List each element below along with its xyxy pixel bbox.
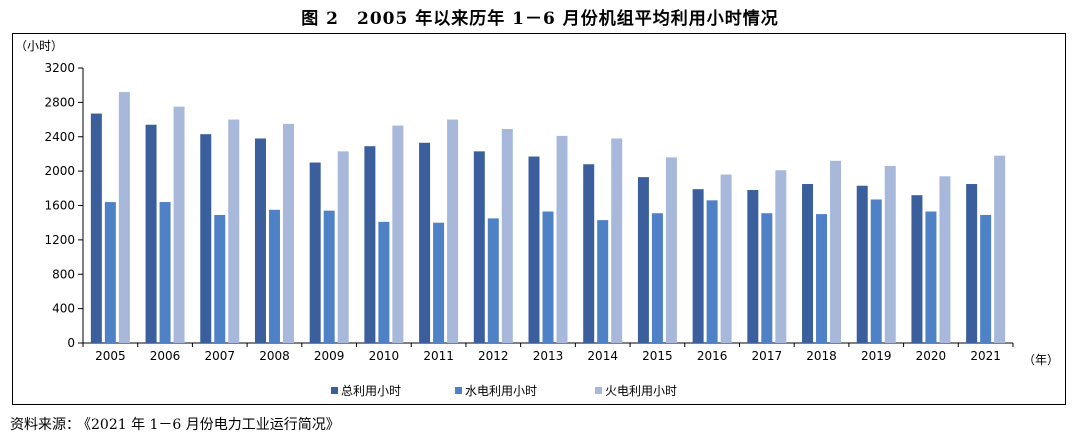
bar-1-2008 [254,138,266,343]
bar-2-2008 [268,209,280,343]
bar-3-2006 [173,106,185,343]
bar-2-2012 [487,218,499,343]
x-tick-label: 2021 [970,349,1001,363]
x-tick-label: 2016 [697,349,728,363]
y-tick-label: 400 [52,302,75,316]
x-tick-label: 2019 [861,349,892,363]
legend-label-3: 火电利用小时 [605,384,677,398]
bar-3-2019 [884,165,896,343]
bar-1-2015 [637,177,649,343]
bar-1-2020 [911,195,923,343]
x-tick-label: 2020 [916,349,947,363]
x-tick-label: 2008 [259,349,290,363]
x-tick-label: 2010 [369,349,400,363]
bar-3-2005 [118,92,130,343]
bar-2-2006 [159,202,171,343]
bar-1-2019 [856,185,868,343]
legend-swatch-3 [595,387,602,394]
x-tick-label: 2018 [806,349,837,363]
x-tick-label: 2012 [478,349,509,363]
legend-label-1: 总利用小时 [341,384,401,398]
y-tick-label: 2400 [44,130,75,144]
y-tick-label: 800 [52,267,75,281]
x-tick-label: 2007 [204,349,235,363]
chart-frame: （小时） （年） 0 400 800 1200 1600 2000 2400 2800 3200… [12,33,1066,405]
x-tick-label: 2017 [752,349,783,363]
bar-3-2012 [501,129,513,343]
x-tick-label: 2014 [587,349,618,363]
bar-2-2016 [706,200,718,343]
bar-2-2018 [816,214,828,343]
bar-2-2011 [433,222,445,343]
bar-2-2017 [761,213,773,343]
y-axis-unit-label: （小时） [15,39,63,53]
bar-1-2018 [802,184,814,343]
bar-3-2016 [720,174,732,343]
bar-2-2020 [925,211,937,343]
x-tick-label: 2006 [150,349,181,363]
bar-1-2013 [528,156,540,343]
bar-1-2011 [419,142,431,343]
bar-1-2012 [473,151,485,343]
bar-1-2017 [747,190,759,343]
legend-swatch-1 [331,387,338,394]
bar-2-2009 [323,210,335,343]
legend-swatch-2 [455,387,462,394]
x-axis-unit-label: （年） [1023,353,1059,367]
bar-2-2021 [980,214,992,343]
figure-title: 图 2 2005 年以来历年 1－6 月份机组平均利用小时情况 [301,9,779,29]
bar-2-2007 [214,214,226,343]
source-note: 资料来源： 《2021 年 1－6 月份电力工业运行简况》 [10,414,344,434]
bar-3-2009 [337,151,349,343]
bar-1-2009 [309,162,321,343]
x-tick-label: 2013 [533,349,564,363]
bar-1-2006 [145,124,157,343]
bar-1-2005 [90,113,102,343]
y-tick-label: 2800 [44,95,75,109]
bar-3-2015 [665,157,677,343]
y-tick-label: 1200 [44,233,75,247]
bar-1-2016 [692,189,704,343]
bar-2-2019 [870,199,882,343]
bar-3-2021 [994,155,1006,343]
bars [90,92,1006,343]
bar-3-2017 [775,170,787,343]
x-tick-label: 2011 [423,349,454,363]
bar-2-2014 [597,220,609,343]
bar-3-2007 [228,119,240,343]
x-tick-label: 2015 [642,349,673,363]
bar-3-2013 [556,135,568,343]
bar-2-2010 [378,221,390,343]
legend-label-2: 水电利用小时 [465,384,537,398]
bar-2-2013 [542,211,554,343]
y-tick-label: 0 [67,336,75,350]
axes: 0 400 800 1200 1600 2000 2400 2800 3200 2005 2006 2… [44,61,1014,363]
bar-2-2005 [104,202,116,343]
bar-1-2021 [966,184,978,343]
bar-3-2020 [939,176,951,343]
bar-chart: （小时） （年） 0 400 800 1200 1600 2000 2400 2800 3200… [15,39,1059,398]
bar-3-2010 [392,125,404,343]
bar-1-2010 [364,146,376,343]
bar-1-2014 [583,164,595,343]
bar-2-2015 [651,213,663,343]
y-tick-label: 1600 [44,199,75,213]
bar-3-2018 [830,160,842,343]
x-tick-label: 2009 [314,349,345,363]
y-tick-label: 2000 [44,164,75,178]
source-label: 资料来源： [10,417,80,433]
source-text: 《2021 年 1－6 月份电力工业运行简况》 [84,417,340,433]
bar-1-2007 [200,134,212,343]
bar-3-2008 [282,123,294,343]
x-tick-label: 2005 [95,349,126,363]
y-tick-label: 3200 [44,61,75,75]
bar-3-2014 [611,138,623,343]
bar-3-2011 [447,119,459,343]
legend: 总利用小时 水电利用小时 火电利用小时 [331,384,677,398]
